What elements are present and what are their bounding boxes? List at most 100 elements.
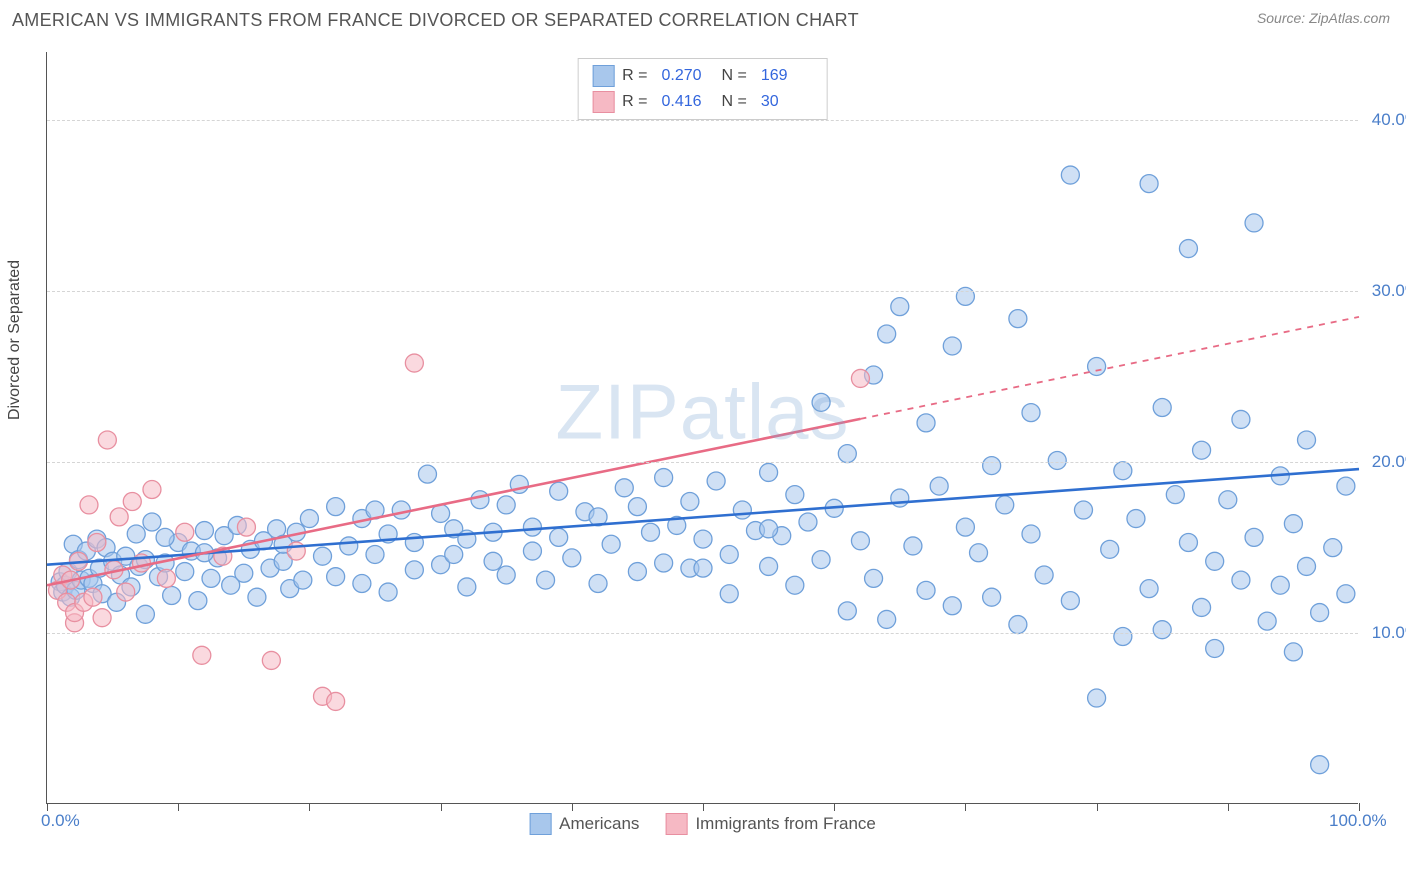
data-point xyxy=(497,496,515,514)
data-point xyxy=(1206,639,1224,657)
legend-n-label: N = xyxy=(722,93,747,111)
data-point xyxy=(1245,214,1263,232)
data-point xyxy=(248,588,266,606)
data-point xyxy=(891,298,909,316)
data-point xyxy=(163,586,181,604)
data-point xyxy=(523,518,541,536)
data-point xyxy=(1022,525,1040,543)
data-point xyxy=(189,592,207,610)
data-point xyxy=(1298,431,1316,449)
data-point xyxy=(294,571,312,589)
data-point xyxy=(123,492,141,510)
x-tick xyxy=(1097,803,1098,811)
data-point xyxy=(655,554,673,572)
data-point xyxy=(88,534,106,552)
legend-swatch xyxy=(592,91,614,113)
x-tick-label: 0.0% xyxy=(41,811,80,831)
data-point xyxy=(1153,621,1171,639)
data-point xyxy=(340,537,358,555)
data-point xyxy=(1206,552,1224,570)
data-point xyxy=(1101,540,1119,558)
data-point xyxy=(235,564,253,582)
x-tick xyxy=(178,803,179,811)
legend-label: Immigrants from France xyxy=(695,814,875,834)
legend-swatch xyxy=(592,65,614,87)
data-point xyxy=(1048,451,1066,469)
data-point xyxy=(117,583,135,601)
data-point xyxy=(1298,557,1316,575)
data-point xyxy=(851,369,869,387)
data-point xyxy=(143,481,161,499)
data-point xyxy=(405,354,423,372)
data-point xyxy=(1284,643,1302,661)
data-point xyxy=(262,651,280,669)
data-point xyxy=(1166,486,1184,504)
trend-line xyxy=(47,469,1359,565)
data-point xyxy=(812,393,830,411)
data-point xyxy=(1140,580,1158,598)
data-point xyxy=(1009,616,1027,634)
data-point xyxy=(983,588,1001,606)
data-point xyxy=(327,498,345,516)
data-point xyxy=(237,518,255,536)
x-tick xyxy=(441,803,442,811)
y-tick-label: 10.0% xyxy=(1372,623,1406,643)
data-point xyxy=(891,489,909,507)
data-point xyxy=(1179,534,1197,552)
data-point xyxy=(865,569,883,587)
data-point xyxy=(1140,175,1158,193)
data-point xyxy=(143,513,161,531)
scatter-plot-svg xyxy=(47,52,1358,803)
data-point xyxy=(84,588,102,606)
data-point xyxy=(786,576,804,594)
data-point xyxy=(445,545,463,563)
data-point xyxy=(733,501,751,519)
data-point xyxy=(786,486,804,504)
data-point xyxy=(1193,598,1211,616)
legend-r-label: R = xyxy=(622,93,647,111)
data-point xyxy=(615,479,633,497)
data-point xyxy=(366,545,384,563)
data-point xyxy=(838,602,856,620)
data-point xyxy=(195,522,213,540)
data-point xyxy=(917,414,935,432)
x-tick xyxy=(703,803,704,811)
data-point xyxy=(970,544,988,562)
data-point xyxy=(1127,510,1145,528)
data-point xyxy=(1035,566,1053,584)
data-point xyxy=(956,518,974,536)
data-point xyxy=(1074,501,1092,519)
correlation-legend: R =0.270N =169R =0.416N =30 xyxy=(577,58,828,120)
trend-line-extrapolated xyxy=(860,317,1359,419)
data-point xyxy=(917,581,935,599)
data-point xyxy=(353,575,371,593)
legend-n-value: 30 xyxy=(761,93,813,111)
data-point xyxy=(193,646,211,664)
data-point xyxy=(550,528,568,546)
data-point xyxy=(156,528,174,546)
x-tick xyxy=(572,803,573,811)
data-point xyxy=(1088,357,1106,375)
legend-label: Americans xyxy=(559,814,639,834)
chart-area: ZIPatlas R =0.270N =169R =0.416N =30 Ame… xyxy=(46,52,1358,804)
data-point xyxy=(996,496,1014,514)
data-point xyxy=(1232,571,1250,589)
gridline xyxy=(47,291,1358,292)
data-point xyxy=(589,575,607,593)
data-point xyxy=(1061,166,1079,184)
data-point xyxy=(327,568,345,586)
data-point xyxy=(904,537,922,555)
legend-stat-row: R =0.416N =30 xyxy=(592,89,813,115)
data-point xyxy=(707,472,725,490)
x-tick xyxy=(47,803,48,811)
data-point xyxy=(392,501,410,519)
legend-n-value: 169 xyxy=(761,67,813,85)
data-point xyxy=(1022,404,1040,422)
data-point xyxy=(1284,515,1302,533)
legend-item: Americans xyxy=(529,813,639,835)
data-point xyxy=(1009,310,1027,328)
data-point xyxy=(1088,689,1106,707)
legend-r-value: 0.270 xyxy=(662,67,714,85)
source-label: Source: ZipAtlas.com xyxy=(1257,10,1390,26)
data-point xyxy=(471,491,489,509)
